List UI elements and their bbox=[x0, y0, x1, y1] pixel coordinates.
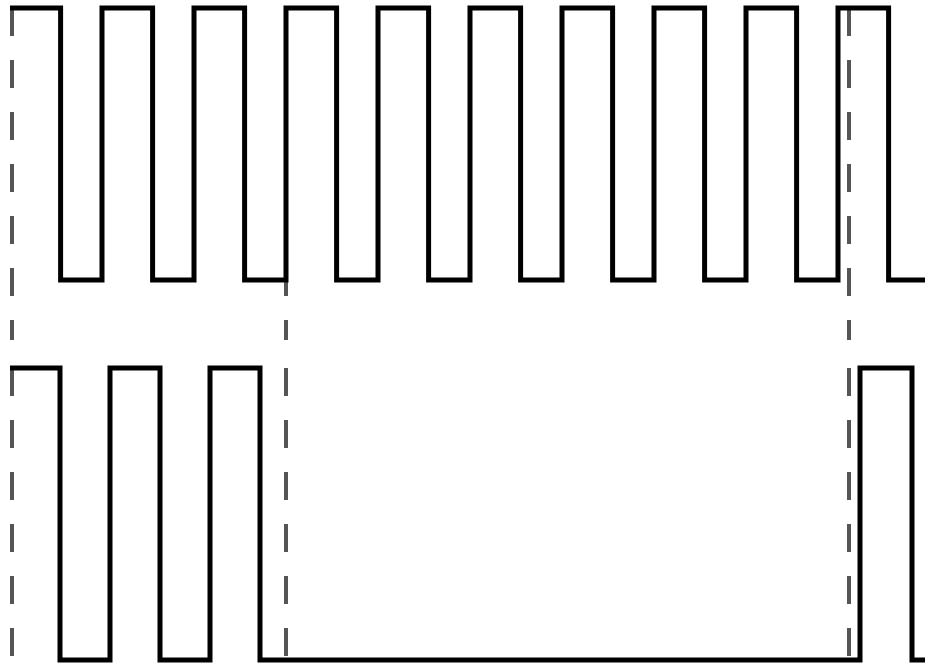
timing-diagram bbox=[0, 0, 931, 668]
waveform-top bbox=[10, 8, 925, 280]
waveform-bottom bbox=[10, 368, 925, 660]
